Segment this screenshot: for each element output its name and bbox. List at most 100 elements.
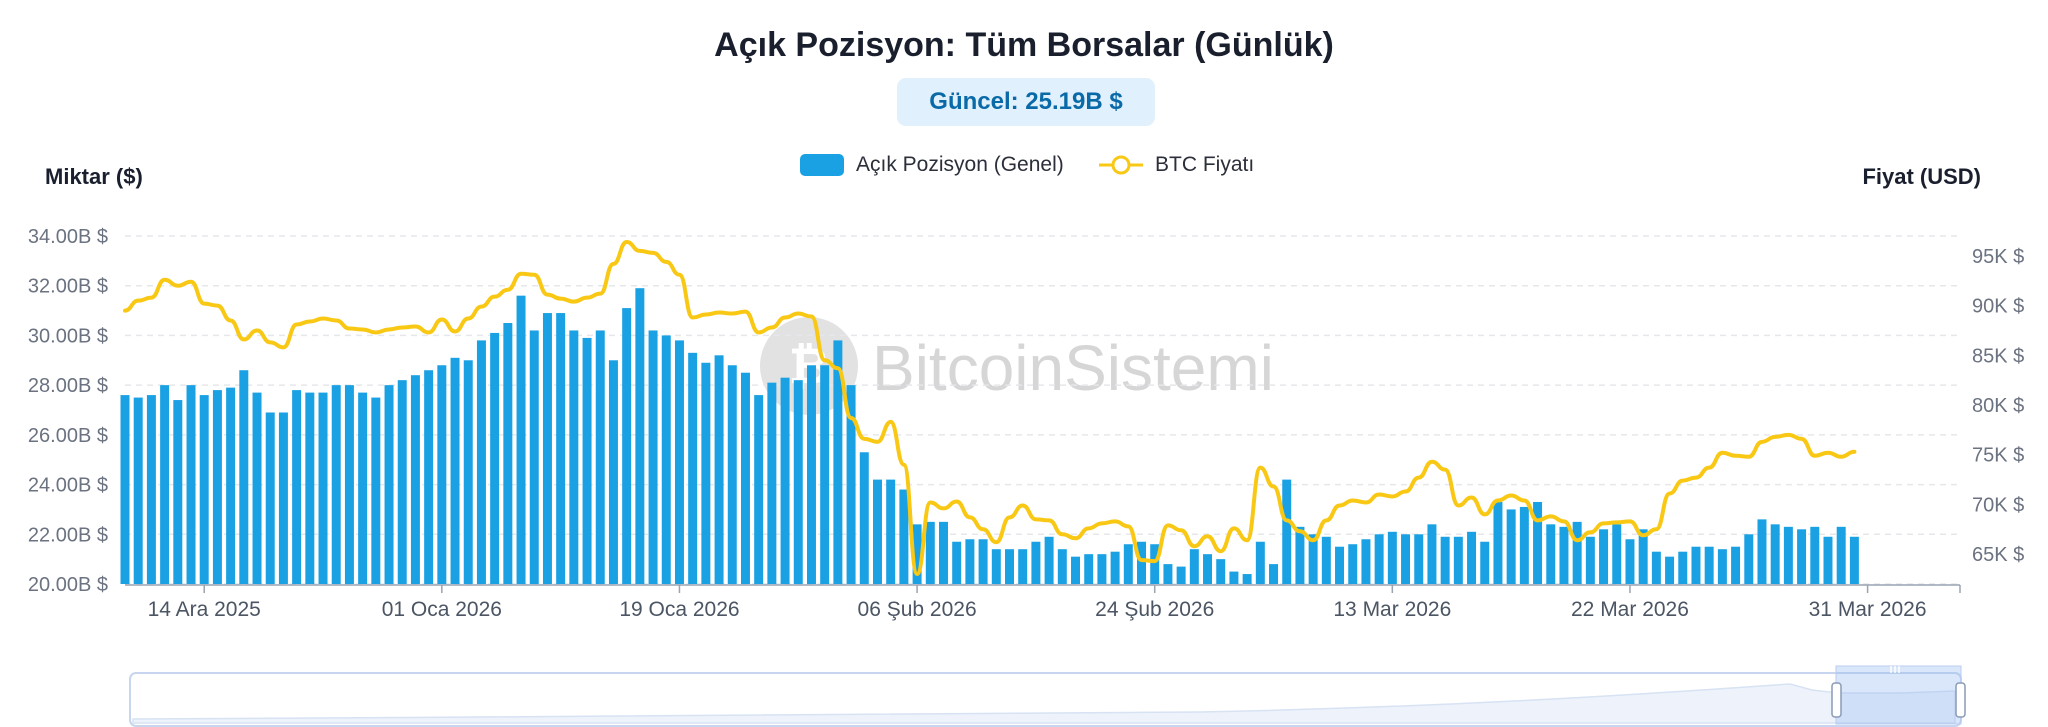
open-interest-bar[interactable]: [490, 332, 500, 584]
open-interest-bar[interactable]: [1361, 539, 1371, 584]
open-interest-bar[interactable]: [1387, 531, 1397, 584]
open-interest-bar[interactable]: [1282, 479, 1292, 584]
open-interest-bar[interactable]: [727, 365, 737, 584]
open-interest-bar[interactable]: [1203, 554, 1213, 584]
open-interest-bar[interactable]: [1651, 551, 1661, 584]
open-interest-bar[interactable]: [899, 489, 909, 584]
open-interest-bar[interactable]: [1137, 541, 1146, 584]
open-interest-bar[interactable]: [1770, 524, 1780, 584]
open-interest-bar[interactable]: [173, 400, 183, 584]
open-interest-bar[interactable]: [872, 479, 882, 584]
open-interest-bar[interactable]: [1321, 536, 1331, 584]
open-interest-bar[interactable]: [199, 395, 209, 584]
open-interest-bar[interactable]: [226, 387, 236, 584]
open-interest-bar[interactable]: [331, 385, 341, 584]
open-interest-bar[interactable]: [1005, 549, 1014, 584]
open-interest-bar[interactable]: [965, 539, 975, 584]
open-interest-bar[interactable]: [1559, 526, 1569, 584]
open-interest-bar[interactable]: [939, 521, 948, 584]
open-interest-bar[interactable]: [1625, 539, 1635, 584]
open-interest-bar[interactable]: [450, 357, 460, 584]
open-interest-bar[interactable]: [1744, 534, 1754, 584]
open-interest-bar[interactable]: [661, 335, 671, 584]
open-interest-bar[interactable]: [1097, 554, 1107, 584]
open-interest-bar[interactable]: [1546, 524, 1556, 584]
open-interest-bar[interactable]: [516, 295, 526, 584]
open-interest-bar[interactable]: [1242, 574, 1252, 584]
open-interest-bar[interactable]: [529, 330, 539, 584]
open-interest-bar[interactable]: [714, 355, 724, 584]
open-interest-bar[interactable]: [1533, 501, 1543, 584]
open-interest-bar[interactable]: [1440, 536, 1450, 584]
open-interest-bar[interactable]: [595, 330, 605, 584]
open-interest-bar[interactable]: [410, 375, 420, 584]
open-interest-bar[interactable]: [397, 380, 407, 584]
open-interest-bar[interactable]: [1519, 506, 1529, 584]
open-interest-bar[interactable]: [1414, 534, 1424, 584]
open-interest-bar[interactable]: [635, 288, 645, 584]
open-interest-bar[interactable]: [186, 385, 196, 584]
open-interest-bar[interactable]: [556, 313, 566, 584]
open-interest-bar[interactable]: [952, 541, 962, 584]
navigator-left-handle[interactable]: [1831, 682, 1842, 718]
open-interest-bar[interactable]: [1849, 536, 1859, 584]
open-interest-bar[interactable]: [1255, 541, 1265, 584]
open-interest-bar[interactable]: [305, 392, 315, 584]
open-interest-bar[interactable]: [648, 330, 658, 584]
open-interest-bar[interactable]: [133, 397, 143, 584]
open-interest-bar[interactable]: [780, 377, 790, 584]
open-interest-bar[interactable]: [991, 549, 1001, 584]
open-interest-bar[interactable]: [542, 313, 552, 584]
open-interest-bar[interactable]: [344, 385, 354, 584]
open-interest-bar[interactable]: [1044, 536, 1054, 584]
open-interest-bar[interactable]: [886, 479, 896, 584]
range-navigator[interactable]: [129, 665, 1966, 727]
open-interest-bar[interactable]: [622, 308, 632, 584]
open-interest-bar[interactable]: [688, 352, 698, 584]
open-interest-bar[interactable]: [846, 385, 856, 584]
open-interest-bar[interactable]: [146, 395, 156, 584]
open-interest-bar[interactable]: [1453, 536, 1463, 584]
open-interest-bar[interactable]: [1757, 519, 1767, 584]
open-interest-bar[interactable]: [1189, 549, 1199, 584]
open-interest-bar[interactable]: [569, 330, 579, 584]
navigator-selected-range[interactable]: [1835, 665, 1962, 725]
open-interest-bar[interactable]: [212, 390, 222, 584]
open-interest-bar[interactable]: [859, 452, 869, 584]
open-interest-bar[interactable]: [582, 337, 592, 584]
open-interest-bar[interactable]: [833, 340, 843, 584]
open-interest-bar[interactable]: [1797, 529, 1807, 584]
open-interest-bar[interactable]: [424, 370, 434, 584]
open-interest-bar[interactable]: [384, 385, 394, 584]
open-interest-bar[interactable]: [437, 365, 447, 584]
open-interest-bar[interactable]: [1823, 536, 1833, 584]
open-interest-bar[interactable]: [1717, 549, 1727, 584]
open-interest-bar[interactable]: [1691, 546, 1701, 584]
open-interest-bar[interactable]: [1638, 529, 1648, 584]
open-interest-bar[interactable]: [925, 521, 935, 584]
open-interest-bar[interactable]: [1836, 526, 1846, 584]
open-interest-bar[interactable]: [1374, 534, 1384, 584]
open-interest-bar[interactable]: [318, 392, 328, 584]
open-interest-bar[interactable]: [1599, 529, 1609, 584]
open-interest-bar[interactable]: [1176, 566, 1186, 584]
open-interest-bar[interactable]: [1308, 534, 1318, 584]
open-interest-bar[interactable]: [820, 365, 830, 584]
open-interest-bar[interactable]: [767, 382, 777, 584]
open-interest-bar[interactable]: [1810, 526, 1820, 584]
open-interest-bar[interactable]: [1031, 541, 1041, 584]
open-interest-bar[interactable]: [1123, 544, 1133, 584]
open-interest-bar[interactable]: [1229, 571, 1239, 584]
open-interest-bar[interactable]: [754, 395, 764, 584]
navigator-right-handle[interactable]: [1955, 682, 1966, 718]
open-interest-bar[interactable]: [674, 340, 684, 584]
open-interest-bar[interactable]: [1150, 544, 1160, 584]
open-interest-bar[interactable]: [1506, 509, 1516, 584]
open-interest-bar[interactable]: [358, 392, 368, 584]
open-interest-bar[interactable]: [292, 390, 302, 584]
open-interest-bar[interactable]: [160, 385, 170, 584]
open-interest-bar[interactable]: [1704, 546, 1714, 584]
open-interest-bar[interactable]: [1427, 524, 1437, 584]
open-interest-bar[interactable]: [278, 412, 288, 584]
open-interest-bar[interactable]: [740, 372, 750, 584]
